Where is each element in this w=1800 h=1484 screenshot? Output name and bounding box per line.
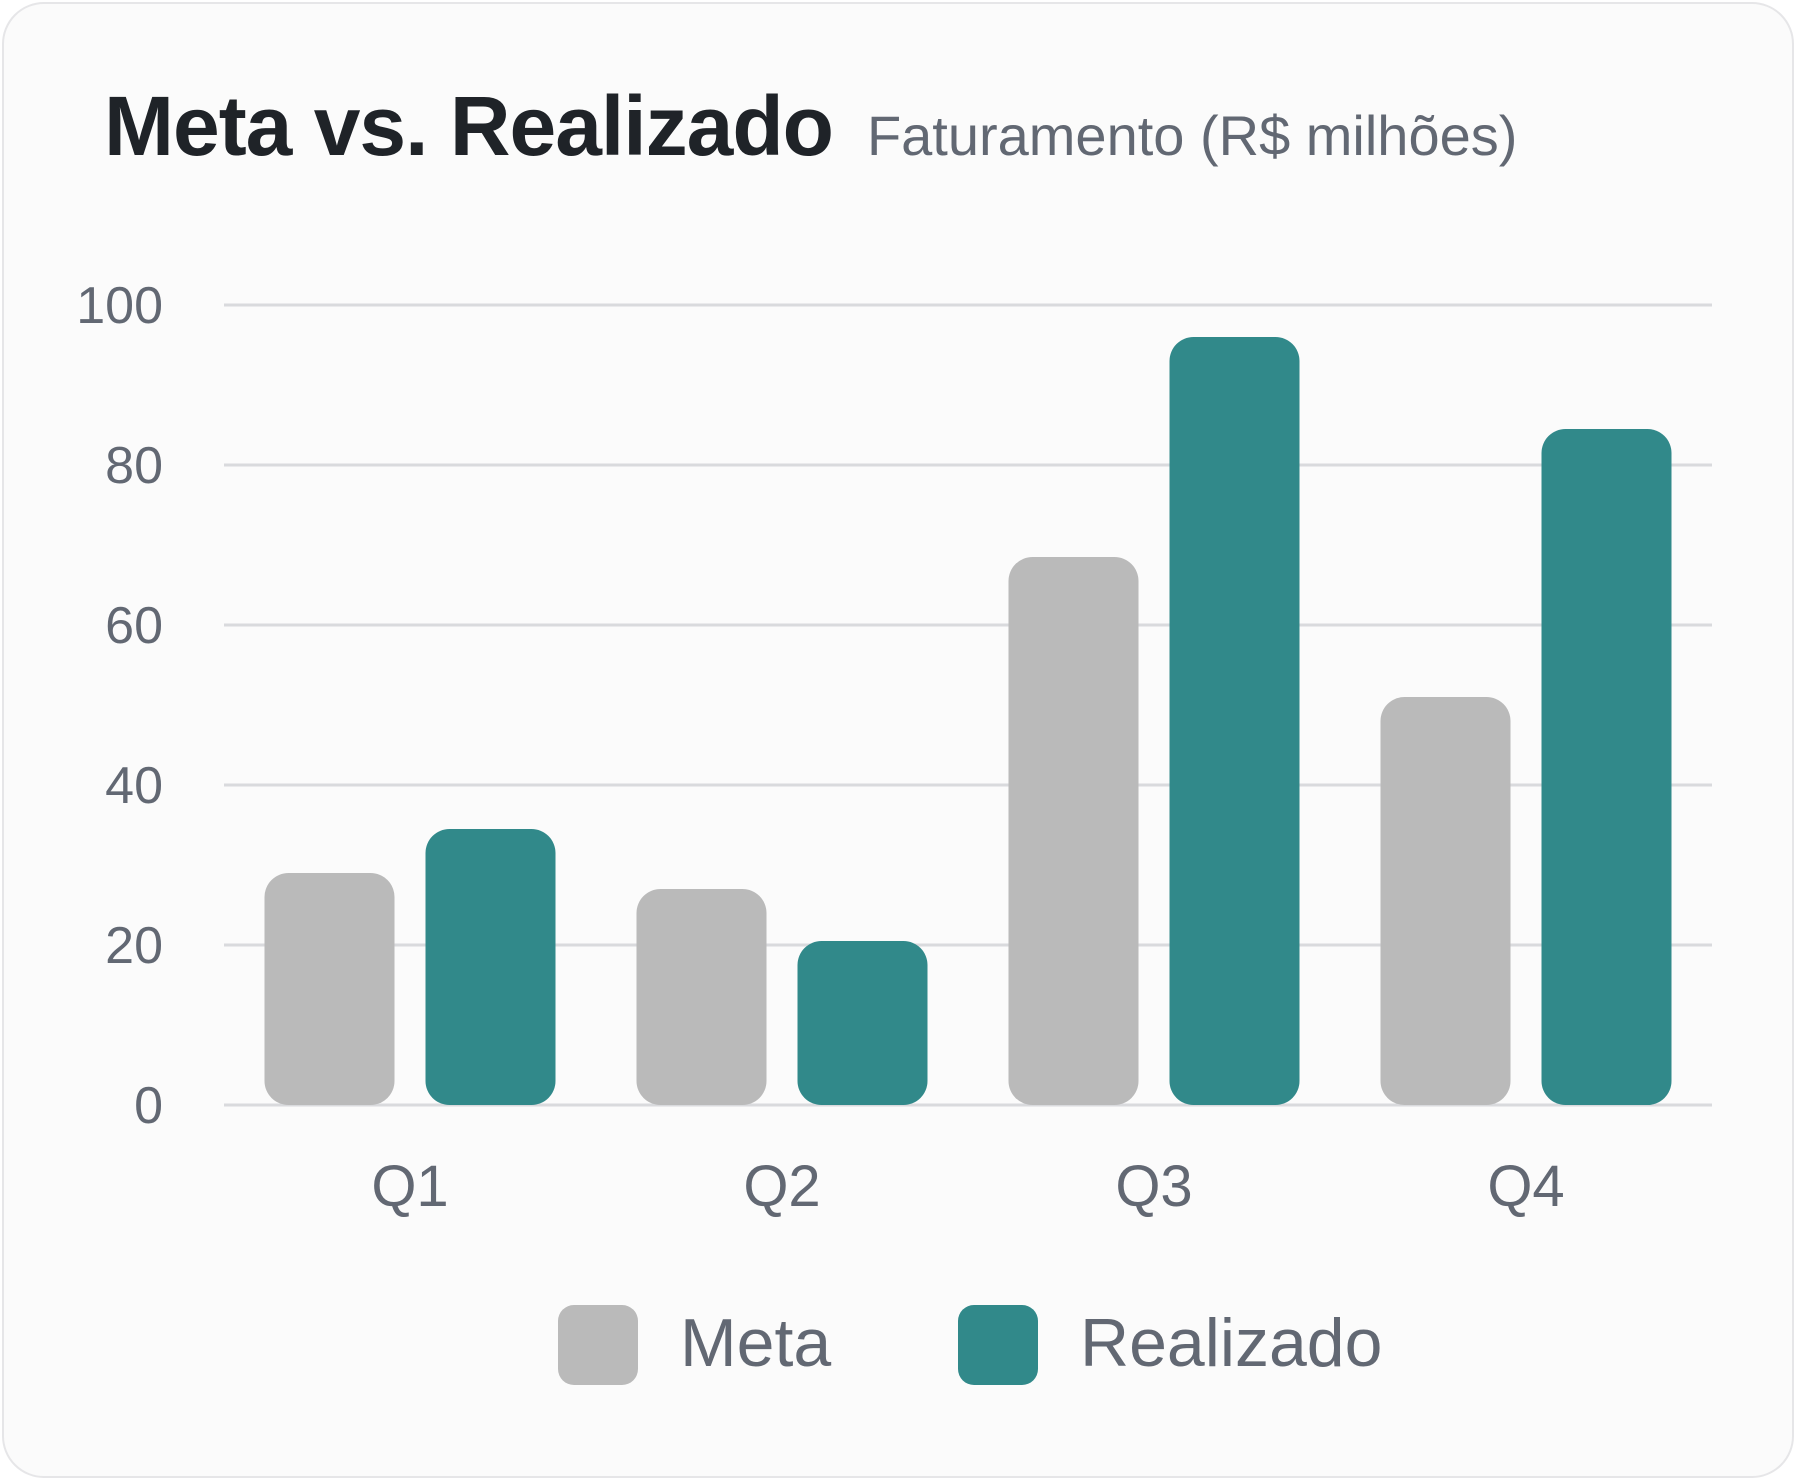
y-tick-label: 40 — [105, 757, 163, 815]
x-tick-label: Q1 — [371, 1154, 448, 1219]
legend-swatch-meta — [558, 1305, 638, 1385]
bar-meta-q4 — [1380, 697, 1511, 1105]
bar-meta-q1 — [264, 873, 395, 1105]
bar-realizado-q1 — [425, 829, 556, 1105]
y-tick-label: 80 — [105, 437, 163, 495]
bar-realizado-q2 — [797, 941, 928, 1105]
chart-title: Meta vs. Realizado — [104, 79, 834, 173]
legend-label-meta: Meta — [680, 1305, 831, 1381]
bar-meta-q3 — [1008, 557, 1139, 1105]
chart-subtitle: Faturamento (R$ milhões) — [866, 104, 1518, 167]
legend-swatch-realizado — [958, 1305, 1038, 1385]
x-tick-label: Q3 — [1115, 1154, 1192, 1219]
x-tick-label: Q2 — [743, 1154, 820, 1219]
legend-label-realizado: Realizado — [1080, 1305, 1382, 1381]
bar-meta-q2 — [636, 889, 767, 1105]
y-tick-label: 0 — [134, 1077, 163, 1135]
y-tick-label: 100 — [76, 277, 163, 335]
x-tick-label: Q4 — [1487, 1154, 1564, 1219]
bar-realizado-q4 — [1541, 429, 1672, 1105]
chart-header: Meta vs. Realizado Faturamento (R$ milhõe… — [104, 78, 1517, 175]
bar-realizado-q3 — [1169, 337, 1300, 1105]
y-tick-label: 20 — [105, 917, 163, 975]
y-tick-label: 60 — [105, 597, 163, 655]
